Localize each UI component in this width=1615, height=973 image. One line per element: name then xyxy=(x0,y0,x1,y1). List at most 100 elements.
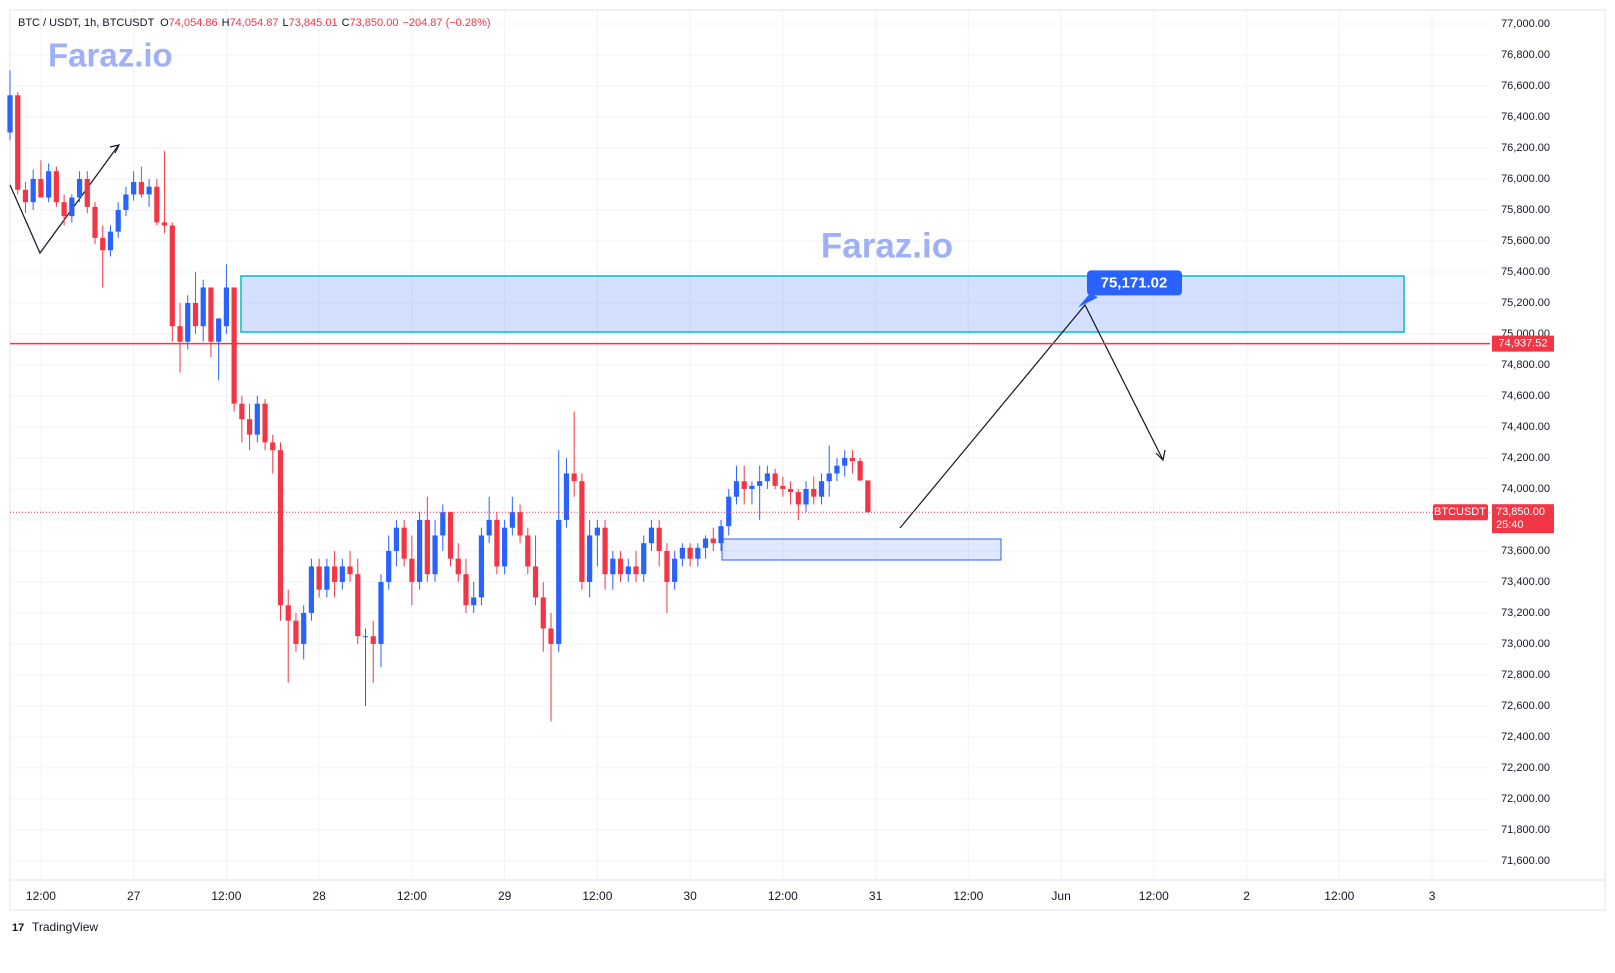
candle-body xyxy=(100,237,106,251)
candle-body xyxy=(432,535,438,575)
candle-body xyxy=(15,95,21,190)
candle-body xyxy=(540,597,546,629)
candle-body xyxy=(486,519,492,536)
candle-body xyxy=(749,485,755,489)
candle-body xyxy=(455,558,461,575)
brand-logo: 17 xyxy=(12,922,24,934)
header: BTC / USDT, 1h, BTCUSDT O74,054.86 H74,054… xyxy=(18,17,491,29)
candle-body xyxy=(610,558,616,575)
candle-body xyxy=(61,202,67,217)
candle-body xyxy=(463,574,469,606)
x-tick-label: 12:00 xyxy=(26,889,56,903)
y-tick-label: 71,600.00 xyxy=(1501,855,1550,867)
symbol-tag: BTCUSDT xyxy=(1434,506,1486,518)
candle-body xyxy=(285,605,291,621)
ohlc-key: L xyxy=(283,17,289,29)
candle-body xyxy=(386,550,392,582)
candle-body xyxy=(53,171,59,203)
candle-body xyxy=(865,480,871,513)
candle-body xyxy=(254,403,260,435)
candle-body xyxy=(246,419,253,435)
candle-body xyxy=(347,566,353,575)
candle-body xyxy=(803,488,809,505)
candle-body xyxy=(393,527,400,551)
x-tick-label: 27 xyxy=(127,889,141,903)
candle-body xyxy=(517,512,523,536)
symbol-tag-box xyxy=(1433,504,1488,521)
candle-body xyxy=(633,566,639,575)
target-box xyxy=(1087,270,1182,296)
candle-body xyxy=(648,527,655,544)
candle-body xyxy=(617,558,624,575)
projection-path xyxy=(899,303,1164,529)
x-tick-label: 12:00 xyxy=(582,889,612,903)
candle-body xyxy=(757,481,763,486)
candle-body xyxy=(525,535,531,567)
last-price-box xyxy=(1492,504,1554,534)
candle-body xyxy=(834,465,840,474)
candle-body xyxy=(571,473,577,482)
candle-body xyxy=(417,519,423,582)
y-tick-label: 74,200.00 xyxy=(1501,452,1550,464)
candle-body xyxy=(656,527,662,551)
y-tick-label: 74,600.00 xyxy=(1501,390,1550,402)
y-tick-label: 72,800.00 xyxy=(1501,669,1550,681)
x-tick-label: 3 xyxy=(1429,889,1436,903)
x-tick-label: 12:00 xyxy=(397,889,427,903)
candle-body xyxy=(710,538,716,544)
candle-body xyxy=(38,178,44,198)
candle-body xyxy=(447,512,454,559)
y-tick-label: 74,000.00 xyxy=(1501,483,1550,495)
y-tick-label: 76,200.00 xyxy=(1501,142,1550,154)
candle-body xyxy=(664,550,670,582)
candle-body xyxy=(471,597,477,606)
candle-body xyxy=(146,186,152,195)
candle-body xyxy=(107,231,114,251)
candle-body xyxy=(795,492,801,505)
candle-body xyxy=(424,519,430,575)
candle-body xyxy=(587,535,593,582)
candle-body xyxy=(185,302,191,342)
candle-body xyxy=(262,403,268,443)
candle-body xyxy=(818,481,825,497)
y-tick-label: 73,200.00 xyxy=(1501,607,1550,619)
candle-body xyxy=(192,302,199,327)
watermark: Faraz.io xyxy=(821,226,953,265)
y-tick-label: 72,600.00 xyxy=(1501,700,1550,712)
candle-body xyxy=(695,547,701,559)
candle-body xyxy=(409,558,415,582)
arrow-head xyxy=(109,144,121,154)
y-tick-label: 72,000.00 xyxy=(1501,793,1550,805)
candle-body xyxy=(478,535,485,598)
y-tick-label: 73,600.00 xyxy=(1501,545,1550,557)
target-label: 75,171.02 xyxy=(1101,274,1168,291)
candle-body xyxy=(131,182,137,195)
candle-body xyxy=(718,526,724,544)
candle-body xyxy=(331,566,338,582)
level-label: 74,937.52 xyxy=(1499,338,1548,350)
y-tick-label: 76,400.00 xyxy=(1501,111,1550,123)
change: −204.87 (−0.28%) xyxy=(402,17,490,29)
candle-body xyxy=(401,527,407,559)
candle-body xyxy=(177,326,183,342)
y-tick-label: 74,400.00 xyxy=(1501,421,1550,433)
candle-body xyxy=(772,473,778,486)
candle-body xyxy=(208,287,214,342)
y-tick-label: 71,800.00 xyxy=(1501,824,1550,836)
candle-body xyxy=(764,473,770,482)
candle-body xyxy=(849,457,856,462)
candle-body xyxy=(787,488,794,493)
candle-body xyxy=(672,558,678,582)
x-tick-label: 2 xyxy=(1243,889,1250,903)
x-tick-label: 12:00 xyxy=(1139,889,1169,903)
candle-body xyxy=(324,566,330,590)
countdown: 25:40 xyxy=(1496,519,1524,531)
level-label-box xyxy=(1492,335,1554,352)
watermark: Faraz.io xyxy=(48,37,173,74)
candle-body xyxy=(594,527,600,536)
zigzag-drawing xyxy=(9,145,119,255)
candle-body xyxy=(169,225,175,327)
ohlc-key: O xyxy=(160,17,169,29)
candle-body xyxy=(84,178,90,207)
